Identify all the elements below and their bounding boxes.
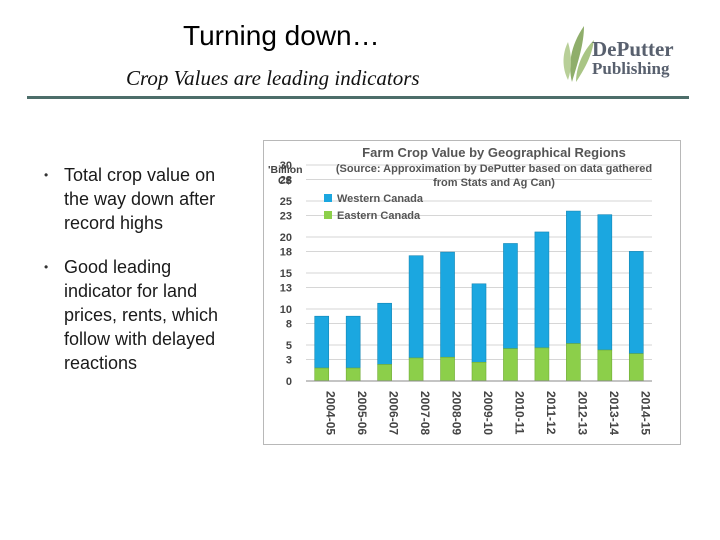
bar-eastern-canada xyxy=(534,347,550,382)
chart-subtitle-line2: from Stats and Ag Can) xyxy=(433,177,555,189)
bar-eastern-canada xyxy=(597,349,613,382)
bar-eastern-canada xyxy=(471,361,487,382)
bar-western-canada xyxy=(628,251,644,354)
y-tick-label: 13 xyxy=(280,282,292,294)
y-tick-label: 8 xyxy=(286,318,292,330)
y-tick-label: 20 xyxy=(280,232,292,244)
chart-title: Farm Crop Value by Geographical Regions xyxy=(362,145,626,160)
bullet-item: Good leading indicator for land prices, … xyxy=(44,255,244,375)
x-tick-label: 2009-10 xyxy=(481,391,495,435)
y-tick-label: 10 xyxy=(280,304,292,316)
y-tick-label: 5 xyxy=(286,340,292,352)
logo-tagline: Publishing xyxy=(592,59,670,78)
y-tick-label: 25 xyxy=(280,196,292,208)
y-tick-label: 18 xyxy=(280,246,292,258)
bar-western-canada xyxy=(471,283,487,363)
x-tick-label: 2010-11 xyxy=(512,391,526,435)
deputter-logo: DePutter Publishing xyxy=(562,22,682,84)
y-tick-label: 3 xyxy=(286,354,292,366)
bar-western-canada xyxy=(534,231,550,349)
chart-subtitle-line1: (Source: Approximation by DePutter based… xyxy=(336,163,652,175)
y-tick-label: 15 xyxy=(280,268,292,280)
bar-eastern-canada xyxy=(440,356,455,382)
y-axis-label-unit: C$ xyxy=(278,175,292,187)
bar-western-canada xyxy=(314,315,330,369)
bar-western-canada xyxy=(345,315,361,369)
x-tick-label: 2006-07 xyxy=(387,391,401,435)
bar-eastern-canada xyxy=(377,364,392,382)
x-tick-label: 2011-12 xyxy=(544,391,558,435)
bar-eastern-canada xyxy=(628,353,644,382)
x-tick-label: 2007-08 xyxy=(418,391,432,435)
bullet-list: Total crop value on the way down after r… xyxy=(44,163,244,395)
bar-eastern-canada xyxy=(314,367,330,382)
bar-western-canada xyxy=(503,243,518,349)
bar-eastern-canada xyxy=(345,367,361,382)
bar-western-canada xyxy=(597,214,613,351)
wheat-leaves-icon xyxy=(563,26,594,82)
slide-subtitle: Crop Values are leading indicators xyxy=(126,66,420,90)
bar-eastern-canada xyxy=(408,357,424,382)
x-tick-label: 2005-06 xyxy=(355,391,369,435)
bar-western-canada xyxy=(408,255,424,359)
bar-western-canada xyxy=(566,210,581,344)
legend-swatch-eastern xyxy=(324,211,332,219)
x-tick-label: 2014-15 xyxy=(638,391,652,435)
y-tick-label: 23 xyxy=(280,210,292,222)
legend-swatch-western xyxy=(324,194,332,202)
x-tick-label: 2004-05 xyxy=(324,391,338,435)
y-tick-label: 30 xyxy=(280,160,292,172)
y-tick-label: 0 xyxy=(286,376,292,388)
crop-value-chart: 0 3 5 8 10 13 15 18 20 23 25 28 30 2004-05 2005-06 2006… xyxy=(263,140,681,445)
slide-title: Turning down… xyxy=(183,20,380,51)
bar-western-canada xyxy=(440,251,455,358)
x-tick-label: 2012-13 xyxy=(575,391,589,435)
y-axis-label: 'Billion xyxy=(268,164,303,176)
bar-western-canada xyxy=(377,302,392,365)
x-tick-label: 2013-14 xyxy=(607,391,621,435)
chart-canvas: 0 3 5 8 10 13 15 18 20 23 25 28 30 2004-05 2005-06 2006… xyxy=(268,145,652,435)
legend-label-western: Western Canada xyxy=(337,193,424,205)
x-tick-label: 2008-09 xyxy=(450,391,464,435)
bullet-item: Total crop value on the way down after r… xyxy=(44,163,244,235)
y-tick-label: 28 xyxy=(280,174,292,186)
title-divider xyxy=(27,96,689,99)
legend-label-eastern: Eastern Canada xyxy=(337,210,421,222)
bar-eastern-canada xyxy=(503,348,518,382)
bar-eastern-canada xyxy=(566,343,581,382)
logo-name: DePutter xyxy=(592,37,674,61)
